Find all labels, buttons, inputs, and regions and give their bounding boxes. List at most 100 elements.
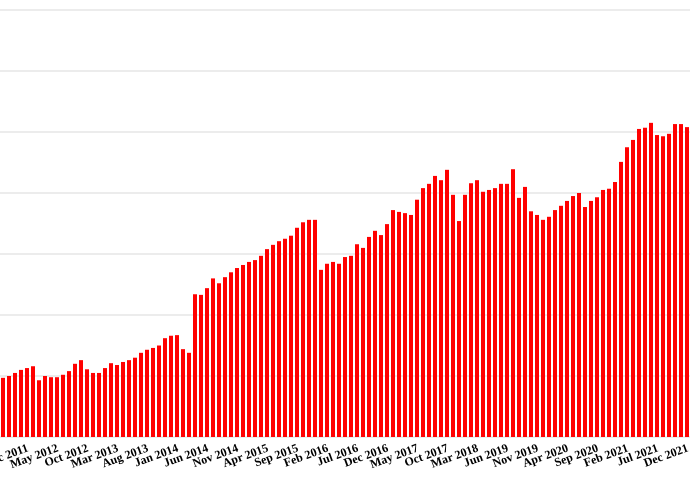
- bar: [43, 376, 47, 437]
- bar: [409, 214, 413, 437]
- bar: [109, 363, 113, 437]
- bar: [67, 371, 71, 437]
- bar: [103, 368, 107, 437]
- bar: [427, 183, 431, 437]
- bar: [127, 360, 131, 437]
- bar: [265, 249, 269, 437]
- bar: [199, 294, 203, 437]
- bar: [313, 219, 317, 437]
- bar: [421, 188, 425, 437]
- bar: [25, 368, 29, 437]
- bar: [613, 182, 617, 437]
- bar: [673, 124, 677, 437]
- bar: [571, 196, 575, 437]
- bar: [361, 247, 365, 437]
- bar: [559, 205, 563, 437]
- bar: [133, 357, 137, 437]
- bar: [169, 335, 173, 437]
- bar: [31, 366, 35, 437]
- bar: [463, 194, 467, 437]
- bar: [355, 244, 359, 437]
- bar: [115, 365, 119, 437]
- bar: [211, 278, 215, 437]
- bar: [319, 269, 323, 437]
- bar: [397, 211, 401, 437]
- bar: [373, 230, 377, 437]
- bar: [631, 139, 635, 437]
- bar: [121, 361, 125, 437]
- bar: [475, 180, 479, 437]
- bar: [547, 216, 551, 437]
- bar: [487, 189, 491, 437]
- bar: [217, 283, 221, 437]
- bar: [541, 219, 545, 437]
- bar: [277, 241, 281, 437]
- bar: [253, 260, 257, 437]
- bar: [247, 261, 251, 437]
- bar: [637, 128, 641, 437]
- bar: [205, 288, 209, 437]
- bar: [655, 135, 659, 438]
- bar: [7, 376, 11, 437]
- bar: [235, 268, 239, 437]
- bar: [577, 193, 581, 437]
- bar: [445, 169, 449, 437]
- bar: [553, 210, 557, 437]
- bar: [529, 211, 533, 437]
- bar: [175, 335, 179, 437]
- bar: [685, 127, 689, 438]
- bar: [439, 180, 443, 437]
- bar: [679, 124, 683, 437]
- bar: [49, 377, 53, 437]
- bar: [37, 380, 41, 437]
- bar: [157, 345, 161, 437]
- bar: [187, 352, 191, 437]
- bar: [343, 257, 347, 437]
- bar: [493, 188, 497, 437]
- bar: [289, 235, 293, 437]
- bar: [433, 175, 437, 438]
- bar: [193, 294, 197, 437]
- bar: [85, 369, 89, 437]
- bar: [55, 377, 59, 437]
- bar: [649, 122, 653, 437]
- bar: [595, 197, 599, 437]
- bar: [259, 255, 263, 437]
- bar: [415, 199, 419, 437]
- bar: [139, 352, 143, 437]
- bar: [223, 277, 227, 437]
- bar: [349, 255, 353, 437]
- bar: [79, 360, 83, 437]
- bar: [523, 186, 527, 437]
- bar: [19, 369, 23, 437]
- bar: [379, 235, 383, 437]
- bar: [271, 244, 275, 437]
- bar: [151, 347, 155, 437]
- bar: [583, 207, 587, 437]
- bar: [73, 363, 77, 437]
- bar: [565, 200, 569, 437]
- bar: [91, 372, 95, 437]
- bar: [535, 214, 539, 437]
- bar: [517, 197, 521, 437]
- bar: [469, 183, 473, 437]
- bar: [367, 236, 371, 437]
- bar: [511, 169, 515, 437]
- bar: [499, 183, 503, 437]
- bar: [643, 127, 647, 437]
- bar: [13, 372, 17, 437]
- bar: [325, 263, 329, 437]
- bar: [229, 272, 233, 437]
- bar: [145, 349, 149, 437]
- bar: [619, 161, 623, 437]
- bar: [163, 338, 167, 437]
- bar: [181, 349, 185, 437]
- bar: [295, 227, 299, 437]
- bar: [607, 188, 611, 437]
- bar: [61, 374, 65, 437]
- bar: [1, 377, 5, 437]
- bar: [667, 133, 671, 437]
- bar: [481, 191, 485, 437]
- bar: [403, 213, 407, 437]
